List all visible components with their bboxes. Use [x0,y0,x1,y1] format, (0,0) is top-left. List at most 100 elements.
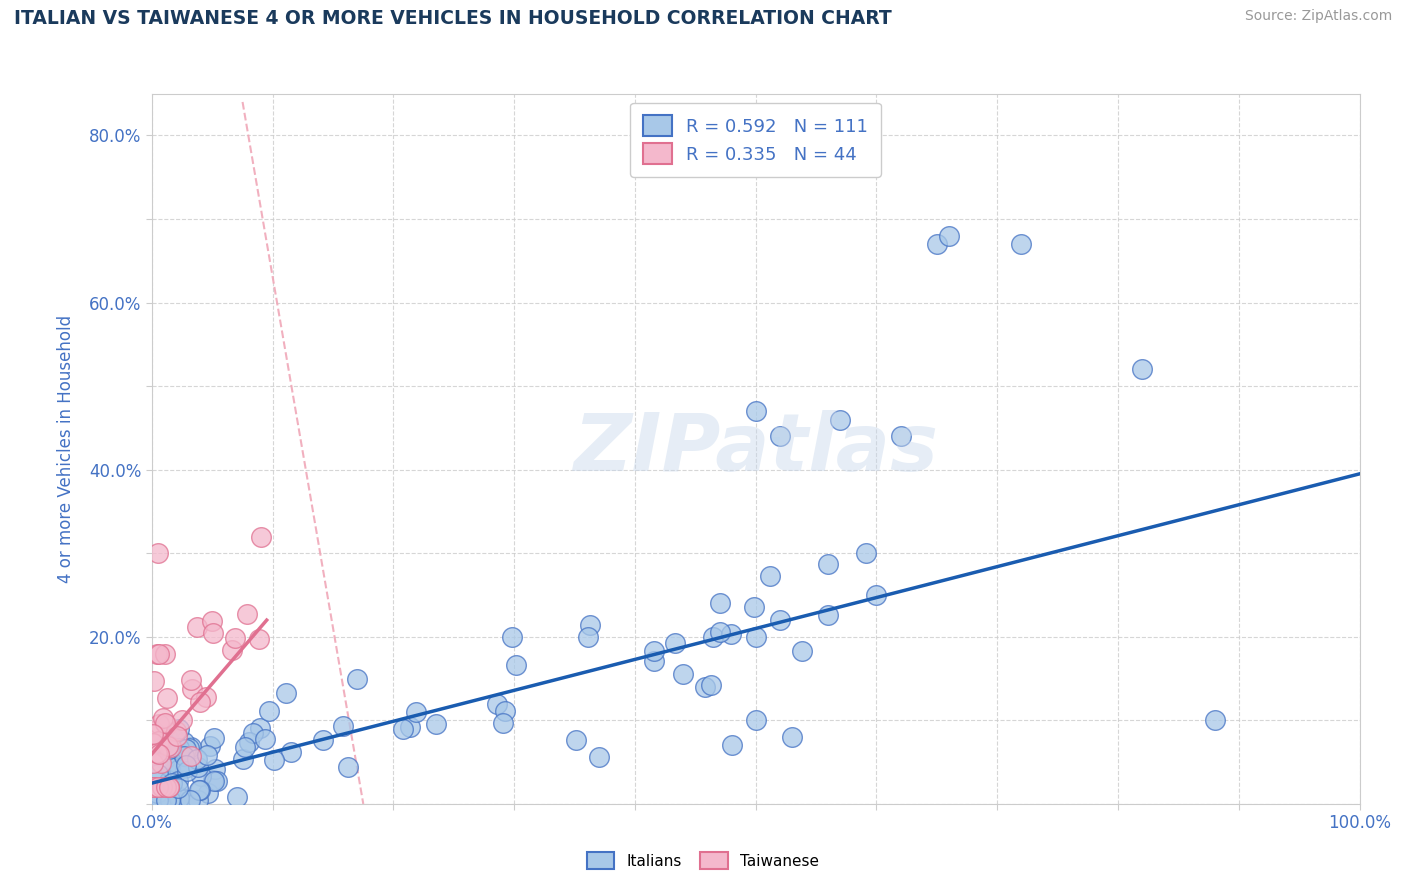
Point [177,741,200,756]
Point [169,790,191,805]
Point [254,731,277,746]
Point [257,704,280,718]
Point [167,748,190,763]
Point [250,530,273,544]
Point [174,742,197,756]
Point [758,569,780,583]
Point [405,706,427,720]
Point [720,627,742,641]
Point [180,673,202,687]
Point [167,780,190,795]
Point [159,781,181,796]
Point [938,228,960,243]
Point [790,644,813,658]
Point [780,730,803,744]
Point [166,756,188,771]
Point [187,793,209,807]
Point [173,760,195,774]
Point [236,607,259,621]
Point [769,429,792,443]
Point [702,630,724,644]
Point [1130,362,1153,376]
Point [146,647,169,661]
Point [1010,237,1032,252]
Point [142,756,165,771]
Point [643,643,665,657]
Point [865,588,887,602]
Point [280,745,302,759]
Legend: Italians, Taiwanese: Italians, Taiwanese [581,846,825,875]
Point [173,749,195,764]
Point [890,429,912,443]
Point [224,631,246,645]
Point [150,732,173,747]
Point [202,731,225,745]
Point [925,237,948,252]
Point [188,783,211,797]
Point [700,678,723,692]
Point [346,672,368,686]
Point [146,746,169,760]
Point [225,790,247,805]
Point [172,713,194,727]
Point [204,762,226,776]
Point [157,780,180,795]
Point [150,745,173,759]
Point [143,673,166,688]
Point [148,734,170,748]
Point [311,733,333,747]
Point [202,774,225,789]
Point [167,762,190,776]
Point [146,546,169,560]
Point [205,773,228,788]
Point [769,613,792,627]
Point [263,753,285,767]
Point [485,698,508,712]
Point [190,768,212,782]
Point [155,780,177,795]
Point [159,793,181,807]
Point [709,624,731,639]
Point [492,716,515,731]
Point [153,647,176,661]
Point [169,790,191,805]
Point [142,735,165,749]
Point [672,667,695,681]
Point [565,733,588,747]
Point [149,756,172,770]
Text: ZIPatlas: ZIPatlas [574,409,938,488]
Point [742,599,765,614]
Point [232,752,254,766]
Point [709,596,731,610]
Point [238,735,260,749]
Point [150,792,173,806]
Point [180,682,202,697]
Point [190,695,212,709]
Point [167,773,190,788]
Point [588,750,610,764]
Point [155,793,177,807]
Y-axis label: 4 or more Vehicles in Household: 4 or more Vehicles in Household [58,315,75,582]
Point [148,716,170,731]
Point [249,632,271,647]
Point [693,680,716,694]
Point [177,793,200,807]
Point [165,724,187,739]
Point [157,780,180,795]
Point [156,718,179,732]
Point [159,739,181,754]
Point [242,726,264,740]
Point [153,716,176,731]
Point [146,793,169,807]
Point [153,752,176,766]
Point [664,636,686,650]
Point [143,780,166,795]
Point [176,764,198,778]
Point [180,740,202,755]
Point [195,747,218,762]
Point [186,752,208,766]
Point [221,643,243,657]
Point [202,773,225,788]
Point [276,686,298,700]
Point [159,759,181,773]
